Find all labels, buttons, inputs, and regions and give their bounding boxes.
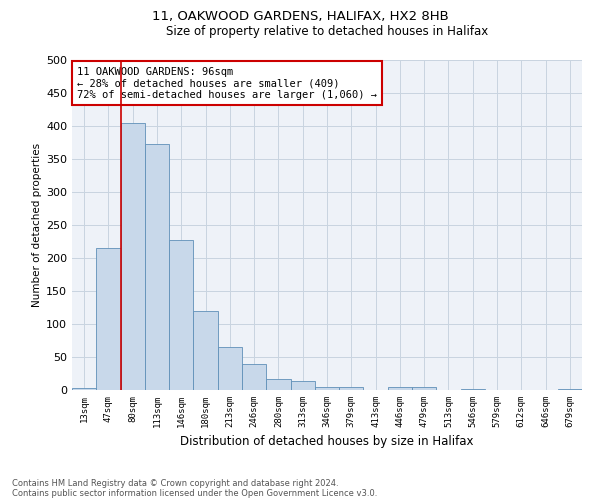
Bar — [558, 388, 582, 390]
Bar — [193, 311, 218, 390]
Bar — [218, 347, 242, 390]
Bar — [388, 386, 412, 390]
Bar — [242, 364, 266, 390]
Bar — [96, 248, 121, 390]
Bar — [412, 386, 436, 390]
Bar — [72, 388, 96, 390]
Text: Contains public sector information licensed under the Open Government Licence v3: Contains public sector information licen… — [12, 488, 377, 498]
Bar — [266, 379, 290, 390]
Bar — [339, 386, 364, 390]
X-axis label: Distribution of detached houses by size in Halifax: Distribution of detached houses by size … — [180, 436, 474, 448]
Bar — [121, 122, 145, 390]
Bar — [145, 144, 169, 390]
Title: Size of property relative to detached houses in Halifax: Size of property relative to detached ho… — [166, 25, 488, 38]
Text: Contains HM Land Registry data © Crown copyright and database right 2024.: Contains HM Land Registry data © Crown c… — [12, 478, 338, 488]
Bar — [290, 382, 315, 390]
Bar — [315, 386, 339, 390]
Text: 11, OAKWOOD GARDENS, HALIFAX, HX2 8HB: 11, OAKWOOD GARDENS, HALIFAX, HX2 8HB — [152, 10, 448, 23]
Y-axis label: Number of detached properties: Number of detached properties — [32, 143, 42, 307]
Bar — [169, 240, 193, 390]
Text: 11 OAKWOOD GARDENS: 96sqm
← 28% of detached houses are smaller (409)
72% of semi: 11 OAKWOOD GARDENS: 96sqm ← 28% of detac… — [77, 66, 377, 100]
Bar — [461, 388, 485, 390]
